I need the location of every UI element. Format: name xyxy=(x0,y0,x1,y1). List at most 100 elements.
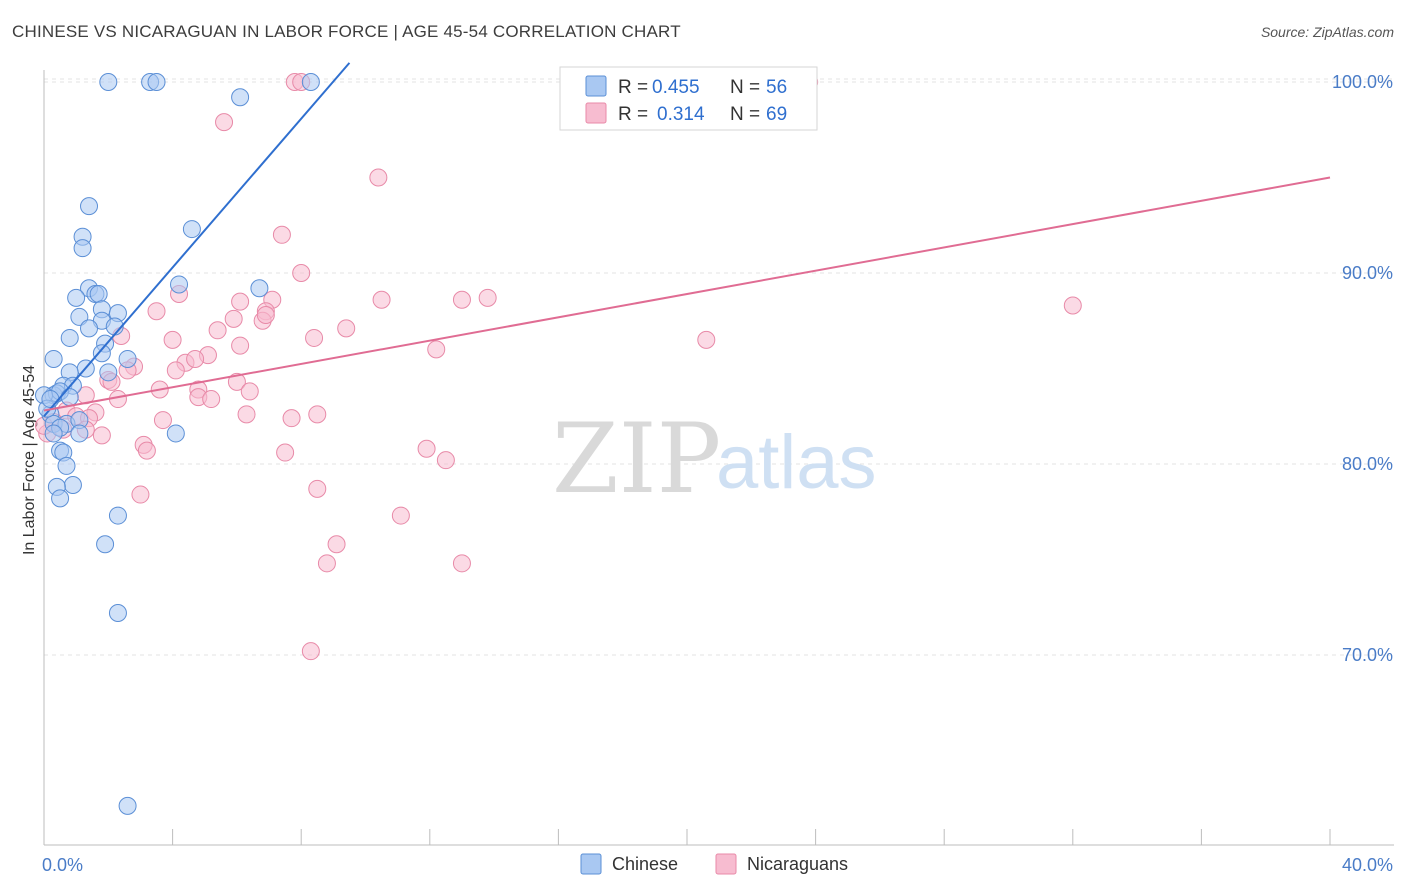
chinese-point xyxy=(73,239,92,258)
nicaraguan-point xyxy=(327,535,346,554)
nicaraguan-point xyxy=(92,426,111,445)
chinese-point xyxy=(301,73,320,91)
correlation-legend: R = 0.455 N = 56 R = 0.314 N = 69 xyxy=(559,66,818,131)
nicaraguan-point xyxy=(215,113,234,132)
nicaraguan-point xyxy=(276,443,295,462)
chinese-point xyxy=(108,506,127,525)
chinese-point xyxy=(41,390,60,409)
legend-nicaraguan-swatch xyxy=(585,102,607,124)
nicaraguan-point xyxy=(308,479,327,498)
nicaraguan-point xyxy=(224,309,243,328)
nicaraguan-point xyxy=(240,382,259,401)
y-tick-label-90: 90.0% xyxy=(1342,263,1393,283)
grid-lines xyxy=(44,78,1394,656)
chinese-point xyxy=(80,319,99,338)
nicaraguan-point xyxy=(208,321,227,340)
chinese-point xyxy=(182,220,201,239)
nicaraguan-point xyxy=(308,405,327,424)
y-tick-label-100: 100.0% xyxy=(1332,72,1393,92)
nicaraguan-point xyxy=(305,328,324,347)
axes xyxy=(43,70,1394,846)
nicaraguan-point xyxy=(436,451,455,470)
chinese-point xyxy=(166,424,185,443)
nicaraguan-points xyxy=(35,73,1082,661)
chinese-point xyxy=(92,344,111,363)
nicaraguan-point xyxy=(186,349,205,368)
chinese-point xyxy=(89,285,108,304)
nicaraguan-point xyxy=(131,485,150,504)
tick-labels: 100.0% 90.0% 80.0% 70.0% 0.0% 40.0% xyxy=(42,72,1393,875)
nicaraguan-point xyxy=(452,290,471,309)
nicaraguan-point xyxy=(147,302,166,321)
watermark: ZIP atlas xyxy=(552,403,877,515)
nicaraguan-trend-line xyxy=(43,176,1331,412)
legend-chinese-r-value: 0.455 xyxy=(652,77,700,98)
nicaraguan-point xyxy=(282,409,301,428)
watermark-zip: ZIP xyxy=(552,403,721,515)
nicaraguan-point xyxy=(337,319,356,338)
legend-nicaraguan-r-value: 0.314 xyxy=(657,104,705,125)
nicaraguan-point xyxy=(272,225,291,244)
legend-chinese-swatch xyxy=(585,75,607,97)
legend-nicaraguan-n-label: N = xyxy=(730,104,760,125)
nicaraguan-point xyxy=(301,642,320,661)
y-axis-label: In Labor Force | Age 45-54 xyxy=(21,365,38,555)
x-tick-label-0: 0.0% xyxy=(42,855,83,875)
x-tick-label-40: 40.0% xyxy=(1342,855,1393,875)
legend-chinese-r-label: R = xyxy=(618,77,648,98)
series-legend: Chinese Nicaraguans xyxy=(580,853,848,875)
chinese-point xyxy=(170,275,189,294)
chinese-point xyxy=(118,349,137,368)
chinese-point xyxy=(63,476,82,495)
trend-lines xyxy=(43,62,1331,417)
nicaraguan-point xyxy=(1063,296,1082,315)
chinese-point xyxy=(60,328,79,347)
nicaraguan-point xyxy=(697,330,716,349)
chinese-point xyxy=(51,489,70,508)
nicaraguan-point xyxy=(227,372,246,391)
nicaraguan-point xyxy=(166,361,185,380)
legend-nicaraguan-n-value: 69 xyxy=(766,104,787,125)
nicaraguan-point xyxy=(427,340,446,359)
chinese-point xyxy=(44,424,63,443)
y-tick-label-80: 80.0% xyxy=(1342,454,1393,474)
y-tick-label-70: 70.0% xyxy=(1342,645,1393,665)
legend-chinese-n-label: N = xyxy=(730,77,760,98)
chinese-point xyxy=(44,349,63,368)
bottom-legend-nicaraguan-label: Nicaraguans xyxy=(747,854,848,874)
nicaraguan-point xyxy=(202,390,221,409)
nicaraguan-point xyxy=(369,168,388,187)
nicaraguan-point xyxy=(153,411,172,430)
legend-nicaraguan-r-label: R = xyxy=(618,104,648,125)
nicaraguan-point xyxy=(231,336,250,355)
chinese-point xyxy=(80,197,99,216)
chinese-trend-line xyxy=(43,62,351,417)
nicaraguan-point xyxy=(478,288,497,307)
nicaraguan-point xyxy=(137,441,156,460)
chinese-point xyxy=(147,73,166,91)
nicaraguan-point xyxy=(231,292,250,311)
chinese-point xyxy=(70,307,89,326)
chinese-point xyxy=(250,279,269,298)
source-label: Source: ZipAtlas.com xyxy=(1260,24,1394,40)
chinese-point xyxy=(67,288,86,307)
bottom-legend-chinese-label: Chinese xyxy=(612,854,678,874)
nicaraguan-point xyxy=(256,306,275,325)
chinese-points xyxy=(35,73,320,815)
nicaraguan-point xyxy=(317,554,336,573)
nicaraguan-point xyxy=(452,554,471,573)
legend-chinese-n-value: 56 xyxy=(766,77,787,98)
nicaraguan-point xyxy=(417,439,436,458)
nicaraguan-point xyxy=(163,330,182,349)
watermark-atlas: atlas xyxy=(716,420,877,505)
chinese-point xyxy=(231,88,250,107)
chinese-point xyxy=(99,363,118,382)
chinese-point xyxy=(57,456,76,475)
chart-title: CHINESE VS NICARAGUAN IN LABOR FORCE | A… xyxy=(12,22,681,41)
bottom-legend-chinese-swatch xyxy=(580,853,602,875)
chinese-point xyxy=(108,603,127,622)
bottom-legend-nicaraguan-swatch xyxy=(715,853,737,875)
chinese-point xyxy=(118,796,137,815)
chinese-point xyxy=(60,388,79,407)
